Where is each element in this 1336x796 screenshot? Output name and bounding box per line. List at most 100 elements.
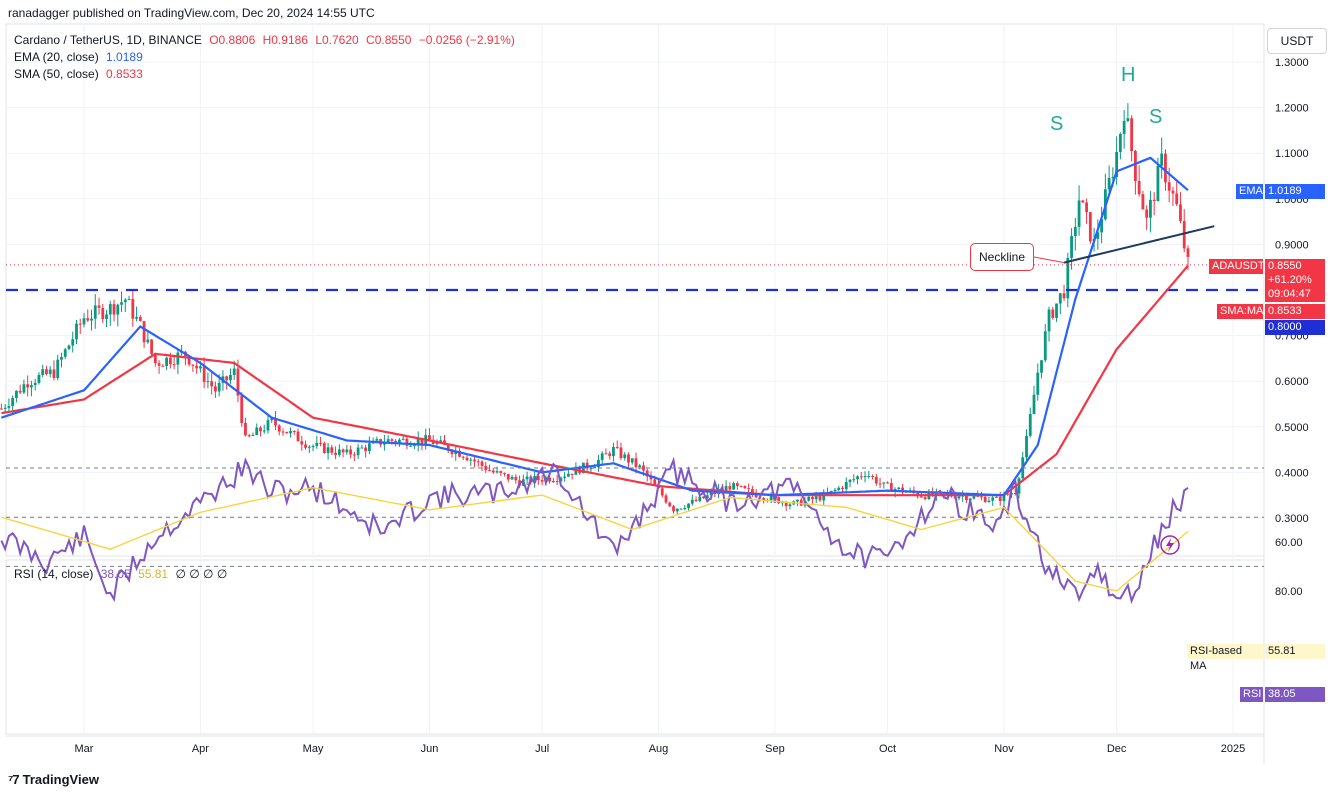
candle-up <box>814 496 818 500</box>
candle-countdown: 09:04:47 <box>1265 287 1325 302</box>
candle-down <box>195 365 199 369</box>
lightning-icon[interactable] <box>1159 534 1181 556</box>
candle-down <box>1085 202 1088 213</box>
candle-down <box>191 364 195 366</box>
candle-up <box>15 390 18 398</box>
tradingview-logo[interactable]: ⁷7 TradingView <box>8 772 99 787</box>
candle-down <box>702 496 705 499</box>
rsi-scale-value: 38.05 <box>1265 687 1325 702</box>
candle-down <box>1182 221 1186 249</box>
candle-down <box>247 435 251 437</box>
head-label: H <box>1121 64 1136 86</box>
candle-down <box>390 439 394 441</box>
neckline-pointer <box>1033 256 1065 264</box>
currency-button[interactable]: USDT <box>1267 28 1327 54</box>
candle-down <box>450 450 454 455</box>
candle-up <box>698 496 702 502</box>
candle-down <box>1164 153 1167 183</box>
candle-up <box>398 439 401 443</box>
candle-up <box>199 366 202 369</box>
ema-legend-value: 1.0189 <box>106 50 143 64</box>
candle-up <box>882 482 886 484</box>
candle-down <box>983 496 987 503</box>
candle-up <box>315 442 319 447</box>
candle-down <box>488 470 491 472</box>
ema-legend[interactable]: EMA (20, close) 1.0189 <box>14 50 143 64</box>
candle-up <box>495 471 499 473</box>
candle-down <box>172 364 176 366</box>
candle-down <box>1145 209 1149 218</box>
candle-down <box>747 488 751 490</box>
candle-down <box>739 485 743 487</box>
price-tick-label: 1.2000 <box>1275 103 1309 115</box>
candle-down <box>153 353 157 364</box>
candle-down <box>97 305 101 308</box>
candle-up <box>67 345 71 350</box>
candle-up <box>551 481 555 483</box>
rsi-legend[interactable]: RSI (14, close) 38.05 55.81 ∅ ∅ ∅ ∅ <box>14 567 227 581</box>
candle-up <box>1002 493 1006 502</box>
candle-up <box>856 476 859 480</box>
candle-down <box>506 474 510 480</box>
candle-up <box>1066 257 1070 299</box>
ema-legend-label: EMA (20, close) <box>14 50 99 64</box>
candle-down <box>642 465 645 471</box>
candle-up <box>127 299 131 301</box>
ema-scale-value: 1.0189 <box>1265 184 1325 199</box>
candle-up <box>375 439 379 441</box>
rsi-tick-label: 80.00 <box>1275 586 1303 598</box>
candle-up <box>1055 303 1058 318</box>
candle-up <box>176 352 180 365</box>
candle-down <box>694 499 698 502</box>
candle-up <box>1058 293 1062 304</box>
candle-up <box>972 495 976 499</box>
candle-down <box>420 438 424 445</box>
candle-down <box>919 496 923 498</box>
candle-up <box>206 381 210 383</box>
rsi-ma-scale-name: RSI-based MA <box>1187 644 1263 672</box>
candle-up <box>510 476 514 480</box>
candle-down <box>78 323 82 325</box>
time-tick-label: Sep <box>765 743 785 755</box>
candle-down <box>570 473 574 475</box>
candle-up <box>1156 165 1160 202</box>
candle-down <box>889 483 893 492</box>
candle-up <box>679 508 683 510</box>
candle-up <box>1160 153 1164 166</box>
time-tick-label: Jul <box>535 743 549 755</box>
candle-down <box>1171 190 1175 194</box>
candle-up <box>1070 236 1073 258</box>
candle-up <box>1032 394 1036 415</box>
candle-up <box>56 359 60 379</box>
candle-up <box>848 479 852 483</box>
sma-legend[interactable]: SMA (50, close) 0.8533 <box>14 67 143 81</box>
candle-down <box>236 368 240 396</box>
candle-down <box>1134 151 1137 181</box>
time-tick-label: Dec <box>1107 743 1127 755</box>
ohlc-close: C0.8550 <box>366 33 412 47</box>
candle-down <box>168 357 172 365</box>
candle-down <box>923 497 927 499</box>
candle-up <box>416 438 420 445</box>
rsi-ma-scale-value: 55.81 <box>1265 644 1325 659</box>
symbol-title: Cardano / TetherUS, 1D, BINANCE <box>14 33 202 47</box>
candle-up <box>116 304 120 315</box>
candle-down <box>619 447 623 459</box>
candle-down <box>101 307 105 320</box>
candle-up <box>675 508 679 512</box>
candle-down <box>555 481 559 483</box>
candle-up <box>146 339 150 343</box>
candle-up <box>1077 200 1081 227</box>
candle-down <box>274 418 277 426</box>
time-tick-label: 2025 <box>1221 743 1245 755</box>
candle-up <box>968 498 972 501</box>
left-shoulder-label: S <box>1050 113 1064 135</box>
neckline-callout[interactable]: Neckline <box>970 243 1034 271</box>
candle-down <box>300 441 304 445</box>
time-tick-label: May <box>303 743 324 755</box>
candle-down <box>150 339 153 354</box>
candle-down <box>202 366 206 382</box>
candle-up <box>724 486 728 491</box>
candle-up <box>1107 177 1111 190</box>
